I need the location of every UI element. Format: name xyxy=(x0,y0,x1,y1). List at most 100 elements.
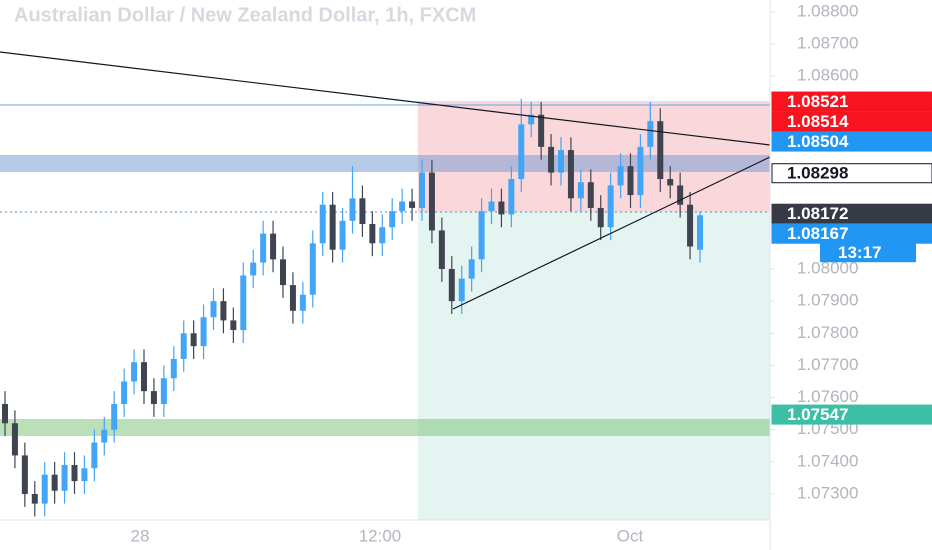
trend-line xyxy=(452,156,770,310)
candles xyxy=(2,98,703,517)
candle-body xyxy=(389,211,396,228)
price-label: 1.08521 xyxy=(787,92,848,111)
candle-body xyxy=(101,429,108,443)
candle-body xyxy=(558,150,564,173)
chart-title: Australian Dollar / New Zealand Dollar, … xyxy=(14,4,476,26)
candle-body xyxy=(617,166,624,186)
candle-body xyxy=(369,224,376,244)
price-label-box xyxy=(771,203,932,224)
candle-body xyxy=(657,121,664,180)
candle-body xyxy=(687,204,694,247)
resistance-band xyxy=(0,155,770,172)
candle-body xyxy=(548,146,555,173)
price-label-box xyxy=(771,163,932,184)
candle-body xyxy=(11,423,18,456)
candle-body xyxy=(200,317,207,347)
candle-body xyxy=(81,468,88,482)
y-tick-label: 1.08700 xyxy=(797,34,858,53)
price-label: 1.08167 xyxy=(787,224,848,243)
candle-body xyxy=(339,220,346,250)
candle-body xyxy=(428,172,435,231)
candle-body xyxy=(280,259,286,286)
price-label-box xyxy=(771,111,932,132)
candle-body xyxy=(587,182,594,208)
candle-body xyxy=(160,378,167,404)
candle-body xyxy=(637,146,644,196)
candle-body xyxy=(121,381,128,404)
price-label: 1.08172 xyxy=(787,204,848,223)
price-label: 1.08504 xyxy=(787,132,849,151)
candle-body xyxy=(359,198,366,225)
candle-body xyxy=(31,493,38,504)
candle-body xyxy=(2,403,8,424)
candle-body xyxy=(677,185,684,205)
candle-body xyxy=(21,455,28,494)
price-label-box xyxy=(771,404,932,425)
candle-body xyxy=(379,227,386,244)
y-tick-label: 1.08600 xyxy=(797,66,858,85)
short-target-zone xyxy=(418,212,770,520)
candle-body xyxy=(419,172,425,208)
candle-body xyxy=(240,275,247,331)
candle-body xyxy=(51,474,58,491)
x-tick-label: 12:00 xyxy=(359,526,402,545)
candle-body xyxy=(468,259,475,279)
candle-body xyxy=(150,391,157,404)
candle-body xyxy=(488,201,495,212)
candle-body xyxy=(567,150,574,199)
candle-body xyxy=(220,301,227,321)
y-tick-label: 1.07800 xyxy=(797,323,858,342)
price-axis: 1.08800 1.08700 1.08600 1.08000 1.07900 1.078… xyxy=(770,1,932,502)
y-tick-label: 1.07400 xyxy=(797,451,858,470)
candle-body xyxy=(667,179,674,186)
price-label-box xyxy=(771,91,932,112)
candle-body xyxy=(41,474,48,504)
y-tick-label: 1.08000 xyxy=(797,258,858,277)
candle-body xyxy=(260,233,267,263)
candle-body xyxy=(91,442,98,469)
candle-body xyxy=(627,166,634,196)
candle-body xyxy=(399,201,406,212)
price-label-box xyxy=(771,131,932,152)
y-tick-label: 1.07700 xyxy=(797,355,858,374)
candle-body xyxy=(647,121,654,147)
candle-body xyxy=(508,179,515,215)
candle-body xyxy=(498,201,505,215)
candle-body xyxy=(170,358,177,379)
y-tick-label: 1.07900 xyxy=(797,291,858,310)
candle-body xyxy=(349,198,356,221)
candle-body xyxy=(577,182,584,199)
candle-body xyxy=(309,243,316,295)
candle-body xyxy=(141,362,147,392)
candle-body xyxy=(250,262,257,276)
candle-body xyxy=(71,465,78,482)
candle-body xyxy=(597,207,604,228)
candle-body xyxy=(478,211,485,260)
candle-body xyxy=(319,204,326,244)
x-tick-label: 28 xyxy=(131,526,150,545)
candle-body xyxy=(458,278,465,302)
candle-body xyxy=(180,333,187,359)
candle-body xyxy=(230,320,237,331)
x-tick-label: Oct xyxy=(617,526,644,545)
candle-body xyxy=(289,285,296,311)
countdown: 13:17 xyxy=(838,243,881,262)
candle-body xyxy=(61,465,68,491)
price-label: 1.08298 xyxy=(787,164,848,183)
y-tick-label: 1.07600 xyxy=(797,387,858,406)
trend-line xyxy=(0,51,770,146)
candle-body xyxy=(538,114,545,147)
candle-body xyxy=(270,233,277,260)
candle-body xyxy=(518,124,525,180)
plot-area: Australian Dollar / New Zealand Dollar, … xyxy=(0,4,770,520)
y-tick-label: 1.08800 xyxy=(797,1,858,20)
candle-body xyxy=(438,230,445,269)
countdown-box xyxy=(820,243,916,263)
price-label: 1.07547 xyxy=(787,405,848,424)
support-band xyxy=(0,419,770,436)
candle-body xyxy=(528,114,535,125)
candle-body xyxy=(329,204,336,250)
y-tick-label: 1.07300 xyxy=(797,483,858,502)
candle-body xyxy=(409,201,416,208)
